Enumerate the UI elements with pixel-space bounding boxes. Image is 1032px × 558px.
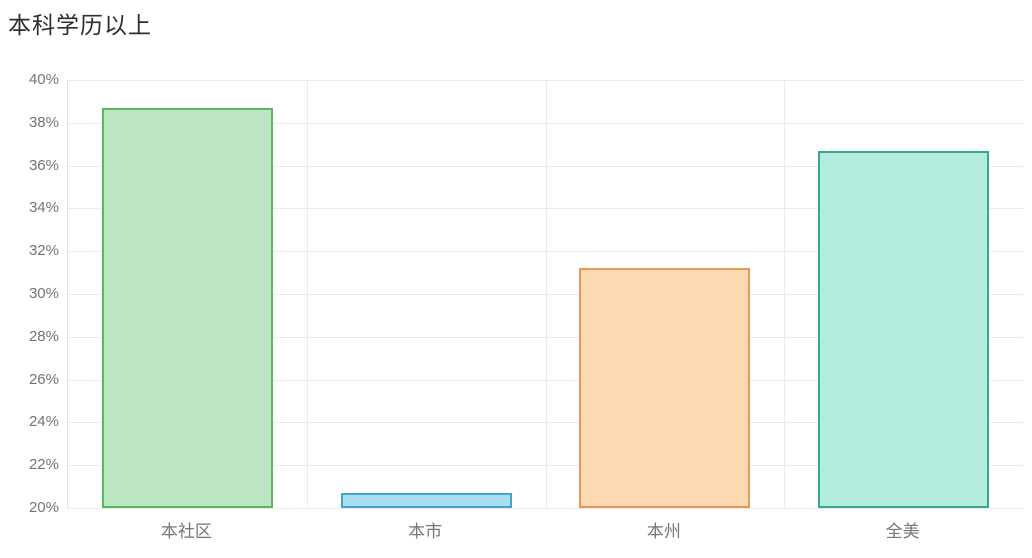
bar-全美[interactable]: [818, 150, 990, 508]
chart-title: 本科学历以上: [8, 12, 152, 38]
bar-本州[interactable]: [579, 268, 751, 508]
y-axis-tick-label: 34%: [28, 199, 59, 217]
y-axis-tick-label: 36%: [28, 156, 59, 174]
y-axis-tick-label: 20%: [28, 499, 59, 516]
x-axis-tick-label: 本州: [646, 522, 681, 541]
vertical-gridline: [784, 80, 786, 508]
y-axis-tick-label: 22%: [28, 456, 59, 474]
plot-area: [67, 80, 1023, 509]
y-axis-tick-label: 24%: [28, 413, 59, 431]
y-axis-tick-label: 38%: [28, 113, 59, 131]
vertical-gridline: [306, 80, 308, 508]
y-axis-tick-label: 26%: [28, 370, 59, 388]
bar-本社区[interactable]: [101, 107, 273, 508]
y-axis-tick-label: 32%: [28, 242, 59, 260]
x-axis-tick-label: 本社区: [160, 522, 212, 541]
y-axis-tick-label: 28%: [28, 327, 59, 345]
x-axis-tick-label: 全美: [885, 522, 920, 541]
y-axis-tick-label: 40%: [28, 71, 59, 88]
horizontal-gridline: [68, 508, 1023, 509]
x-axis-tick-label: 本市: [408, 522, 443, 541]
vertical-gridline: [545, 80, 547, 508]
bar-本市[interactable]: [340, 493, 512, 508]
y-axis-tick-label: 30%: [28, 285, 59, 302]
